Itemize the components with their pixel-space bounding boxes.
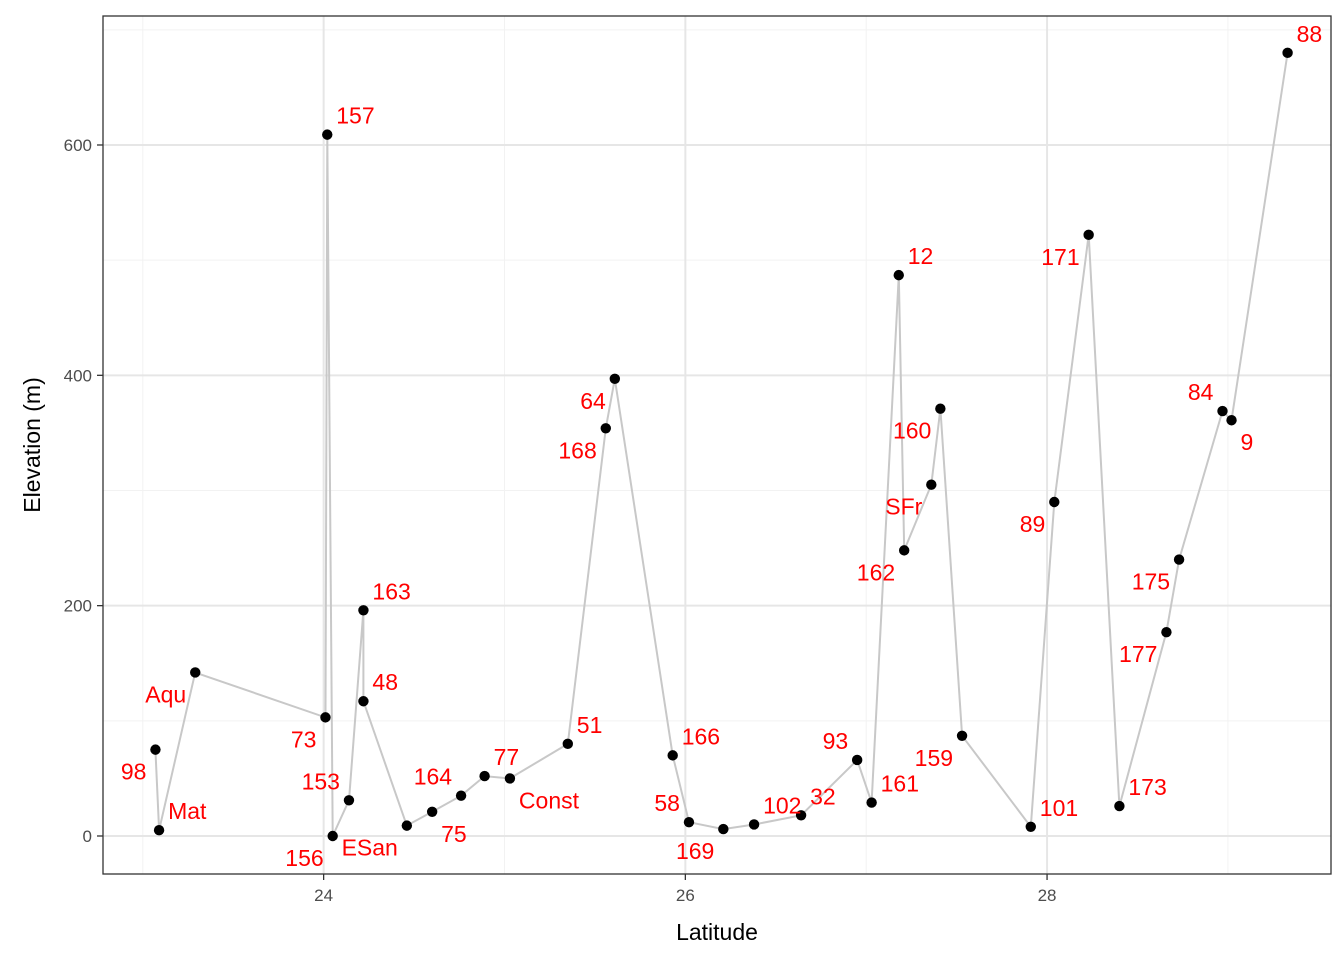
data-point xyxy=(358,605,369,616)
data-point xyxy=(893,269,904,281)
point-labels: 98 Mat Aqu 73 157 156 153 163 48 ESan 75 164 77 Const… xyxy=(121,21,1322,871)
data-point xyxy=(683,816,695,828)
point-label: 177 xyxy=(1119,641,1157,667)
point-label: 159 xyxy=(915,745,953,771)
data-point xyxy=(866,797,877,808)
data-point xyxy=(718,823,729,835)
point-label: 102 xyxy=(763,792,801,818)
data-point xyxy=(748,819,760,830)
data-point xyxy=(426,806,438,818)
point-label: 32 xyxy=(810,783,836,809)
point-label: 58 xyxy=(654,790,680,816)
data-point xyxy=(1226,415,1237,426)
point-label: 9 xyxy=(1241,429,1254,455)
plot-panel-border xyxy=(102,15,1332,875)
data-points xyxy=(150,47,1293,842)
point-label: 162 xyxy=(857,559,895,585)
data-point xyxy=(795,810,807,821)
data-point xyxy=(320,712,331,723)
point-label: 160 xyxy=(893,418,931,444)
data-point xyxy=(1217,405,1228,417)
point-label: 48 xyxy=(372,669,398,695)
point-label: Aqu xyxy=(145,681,186,707)
point-label: 171 xyxy=(1041,244,1079,270)
data-point xyxy=(562,738,573,750)
data-point xyxy=(898,545,910,556)
point-label: 73 xyxy=(291,726,317,752)
point-label: 93 xyxy=(823,728,849,754)
data-point xyxy=(1083,229,1094,241)
plot-panel xyxy=(103,16,1331,874)
point-label: 168 xyxy=(558,437,596,463)
data-point xyxy=(600,423,611,434)
connecting-line xyxy=(154,52,1289,837)
point-label: 101 xyxy=(1040,795,1078,821)
minor-gridlines xyxy=(103,16,1331,874)
point-label: 173 xyxy=(1128,774,1166,800)
data-point xyxy=(667,750,678,761)
point-label: 157 xyxy=(336,103,374,129)
point-label: 84 xyxy=(1188,379,1214,405)
point-label: 166 xyxy=(682,723,720,749)
axis-ticks xyxy=(97,144,1048,880)
x-axis-title: Latitude xyxy=(676,919,758,945)
point-label: 169 xyxy=(676,838,714,864)
point-label: 161 xyxy=(881,771,919,797)
point-label: SFr xyxy=(885,494,922,520)
point-label: Const xyxy=(519,787,580,813)
point-label: 64 xyxy=(580,388,606,414)
x-axis-tick-labels: 24 26 28 xyxy=(314,886,1056,905)
data-point xyxy=(358,696,369,707)
point-label: 89 xyxy=(1020,511,1046,537)
data-point xyxy=(956,730,968,741)
point-label: 77 xyxy=(494,744,520,770)
point-label: 153 xyxy=(302,768,340,794)
point-label: 175 xyxy=(1132,569,1170,595)
point-label: 12 xyxy=(908,243,934,269)
x-tick-label: 26 xyxy=(676,886,695,905)
data-point xyxy=(455,790,467,801)
data-point xyxy=(153,825,165,836)
point-label: 163 xyxy=(372,578,410,604)
data-point xyxy=(479,770,490,782)
point-label: 88 xyxy=(1297,21,1323,47)
y-tick-label: 200 xyxy=(64,597,92,616)
point-label: 98 xyxy=(121,759,147,785)
y-tick-label: 600 xyxy=(64,136,92,155)
data-point xyxy=(322,129,333,140)
data-point xyxy=(150,744,161,755)
major-gridlines xyxy=(103,16,1331,874)
data-point xyxy=(926,479,937,490)
data-point xyxy=(1114,800,1125,812)
x-tick-label: 24 xyxy=(314,886,333,905)
data-point xyxy=(1025,821,1036,832)
data-point xyxy=(851,754,863,766)
x-tick-label: 28 xyxy=(1038,886,1057,905)
y-axis-tick-labels: 0 200 400 600 xyxy=(64,136,92,846)
point-label: 156 xyxy=(285,845,323,871)
data-point xyxy=(504,773,516,784)
y-tick-label: 0 xyxy=(83,827,92,846)
y-axis-title: Elevation (m) xyxy=(19,377,45,512)
point-label: 164 xyxy=(414,764,453,790)
series-line xyxy=(154,52,1289,837)
data-point xyxy=(609,373,621,384)
point-label: ESan xyxy=(342,835,398,861)
data-point xyxy=(190,667,201,678)
data-point xyxy=(935,403,946,414)
point-label: Mat xyxy=(168,798,207,824)
point-label: 75 xyxy=(441,821,467,847)
point-label: 51 xyxy=(577,712,603,738)
data-point xyxy=(1173,554,1185,565)
data-point xyxy=(1049,496,1060,508)
data-point xyxy=(343,795,355,806)
data-point xyxy=(1161,626,1172,638)
y-tick-label: 400 xyxy=(64,366,92,385)
data-point xyxy=(327,830,338,842)
data-point xyxy=(1282,47,1293,59)
data-point xyxy=(401,820,413,831)
